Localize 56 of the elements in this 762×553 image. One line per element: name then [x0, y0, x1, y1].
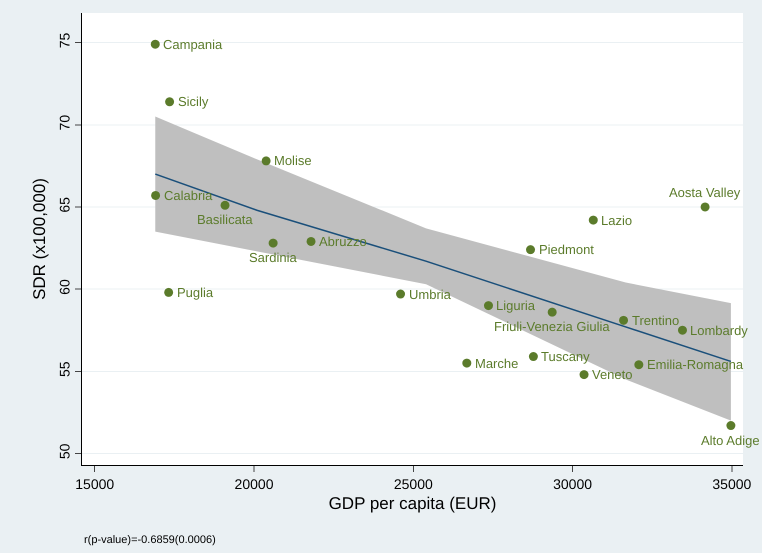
point — [306, 236, 316, 246]
point — [580, 370, 589, 380]
annotation: Lazio — [601, 213, 632, 228]
annotation: Basilicata — [197, 212, 254, 227]
point — [484, 301, 493, 310]
point — [151, 190, 160, 200]
annotation: Calabria — [164, 188, 214, 203]
point — [262, 156, 271, 166]
x-tick-label: 20000 — [234, 476, 274, 492]
point — [528, 352, 538, 362]
point — [220, 200, 230, 210]
annotation: Aosta Valley — [669, 185, 741, 200]
point — [619, 316, 628, 325]
x-axis-title: GDP per capita (EUR) — [328, 494, 496, 514]
x-tick-label: 35000 — [712, 476, 752, 492]
point — [396, 290, 406, 299]
annotation: Liguria — [496, 298, 536, 313]
y-axis-title: SDR (x100,000) — [30, 178, 49, 300]
y-tick-label: 60 — [56, 279, 72, 295]
annotation: Lombardy — [690, 323, 748, 338]
y-tick-label: 55 — [56, 361, 72, 377]
y-tick-label: 65 — [56, 196, 72, 213]
text: r(p-value)=-0.6859(0.0006) — [84, 534, 216, 546]
annotation: Abruzzo — [319, 234, 367, 249]
annotation: Emilia-Romagna — [647, 357, 744, 372]
point — [150, 40, 160, 49]
annotation: Sicily — [178, 94, 209, 109]
x-tick-label: 30000 — [553, 476, 592, 492]
x-tick-label: 15000 — [75, 476, 114, 492]
annotation: Molise — [274, 153, 312, 168]
point — [678, 326, 687, 335]
annotation: Umbria — [409, 287, 452, 302]
annotation: Marche — [475, 356, 518, 371]
annotation: Puglia — [177, 285, 214, 300]
annotation: Sardinia — [249, 250, 298, 265]
point — [526, 245, 536, 254]
annotation: Trentino — [632, 313, 680, 328]
annotation: Tuscany — [541, 349, 590, 364]
point — [588, 216, 598, 225]
annotation: Campania — [163, 37, 224, 52]
point — [726, 421, 736, 430]
y-tick-label: 50 — [56, 443, 72, 460]
x-tick-label: 25000 — [394, 476, 433, 492]
y-tick-label: 75 — [56, 32, 72, 48]
point — [462, 358, 472, 368]
point — [634, 360, 644, 370]
point — [700, 202, 710, 212]
y-tick-label: 70 — [56, 114, 72, 130]
point — [165, 97, 174, 106]
annotation: Piedmont — [539, 242, 594, 257]
annotation: Friuli-Venezia Giulia — [494, 319, 610, 334]
point — [548, 308, 557, 317]
annotation: Veneto — [592, 367, 632, 382]
point — [268, 238, 278, 248]
point — [164, 288, 174, 297]
annotation: Alto Adige — [701, 433, 760, 448]
